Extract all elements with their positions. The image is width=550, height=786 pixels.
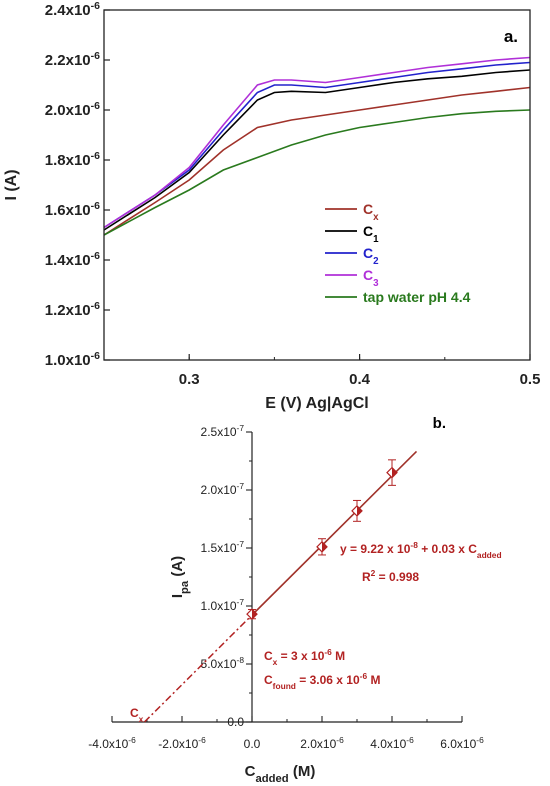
chart-a-series-line-1 [103,69,531,231]
chart-b-x-tick-label: -4.0x10-6 [88,735,136,751]
chart-b-y-tick-label: 5.0x10-8 [201,655,245,671]
chart-a-legend-entry-1: C1 [363,223,379,245]
chart-a-x-axis-label: E (V) Ag|AgCl [265,395,368,412]
chart-b-cx-value: Cx = 3 x 10-6 M [264,647,345,667]
chart-b-x-tick-label: 0.0 [244,737,261,751]
chart-a-x-tick-label: 0.3 [179,371,200,388]
chart-b-cx-marker: Cx [130,706,144,724]
chart-a-x-tick-label: 0.5 [520,371,541,388]
chart-a: 0.3 0.4 0.5 1.0x10-6 1.2x10-6 1.4x10-6 1.6x10… [3,0,540,412]
chart-a-legend-entry-4: tap water pH 4.4 [363,289,471,305]
chart-b-panel-label: b. [433,415,446,432]
chart-a-series-line-2 [103,61,531,229]
chart-a-y-tick-label: 1.6x10-6 [45,200,100,219]
chart-a-y-tick-label: 2.4x10-6 [45,0,100,19]
chart-b-x-tick-label: 6.0x10-6 [440,735,484,751]
chart-b-x-axis-label: Cadded (M) [245,763,316,785]
chart-a-y-tick-label: 1.0x10-6 [45,350,100,369]
chart-a-legend-entry-3: C3 [363,267,379,289]
chart-b-x-axis-label-text: Cadded (M) [245,763,316,785]
chart-a-series-line-4 [103,109,531,236]
chart-b-y-axis-label-text: Ipa (A) [169,556,191,598]
chart-b-fit-line [251,450,418,616]
chart-a-legend-entry-0: Cx [363,201,379,223]
chart-a-y-tick-label: 2.0x10-6 [45,100,100,119]
chart-a-panel-label: a. [504,27,518,46]
chart-b-x-tick-label: -2.0x10-6 [158,735,206,751]
chart-b-extrapolation-line [144,614,253,723]
chart-b-data-point-fill [357,505,362,516]
chart-a-legend-entry-2: C2 [363,245,379,267]
chart-a-series-group [103,56,531,236]
chart-b-x-tick-label: 2.0x10-6 [300,735,344,751]
chart-b-points-group [246,459,398,620]
chart-a-y-axis-label: I (A) [3,169,20,200]
chart-a-y-tick-label: 1.2x10-6 [45,300,100,319]
chart-b: -4.0x10-6 -2.0x10-6 0.0 2.0x10-6 4.0x10-6 6.0… [88,415,501,785]
chart-a-y-tick-label: 1.4x10-6 [45,250,100,269]
chart-b-data-point-fill [252,609,257,620]
chart-b-x-axis: -4.0x10-6 -2.0x10-6 0.0 2.0x10-6 4.0x10-6 6.0… [88,716,484,751]
chart-a-series-line-3 [103,56,531,229]
chart-a-y-axis: 1.0x10-6 1.2x10-6 1.4x10-6 1.6x10-6 1.8x10-6… [45,0,110,369]
chart-b-x-tick-label: 4.0x10-6 [370,735,414,751]
chart-b-data-point-fill [392,467,397,478]
chart-b-y-axis: 0.05.0x10-81.0x10-71.5x10-72.0x10-72.5x1… [201,423,252,729]
chart-a-y-tick-label: 2.2x10-6 [45,50,100,69]
chart-b-cfound-value: Cfound = 3.06 x 10-6 M [264,671,380,691]
chart-b-y-tick-label: 2.5x10-7 [201,423,245,439]
chart-a-series-line-0 [103,86,531,236]
chart-a-x-axis: 0.3 0.4 0.5 [103,354,541,388]
chart-b-data-point-fill [322,541,327,552]
chart-b-y-axis-label: Ipa (A) [169,556,191,598]
chart-b-r-squared: R2 = 0.998 [362,568,419,584]
chart-a-plot-frame [103,9,531,361]
chart-b-y-tick-label: 1.0x10-7 [201,597,245,613]
chart-a-x-tick-label: 0.4 [349,371,371,388]
chart-b-y-tick-label: 2.0x10-7 [201,481,245,497]
chart-b-y-tick-label: 1.5x10-7 [201,539,245,555]
chart-b-annotations: y = 9.22 x 10-8 + 0.03 x Cadded R2 = 0.99… [130,540,502,724]
chart-a-y-tick-label: 1.8x10-6 [45,150,100,169]
chart-b-fit-equation: y = 9.22 x 10-8 + 0.03 x Cadded [340,540,502,560]
